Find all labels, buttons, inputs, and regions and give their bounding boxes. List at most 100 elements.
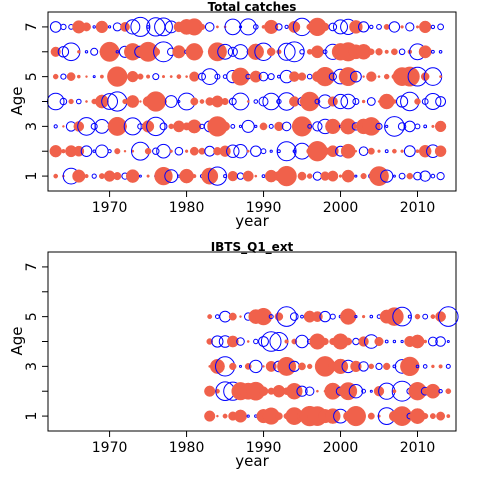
residual-bubble-positive [299,91,320,112]
residual-bubble-positive [418,45,432,59]
residual-bubble-positive [262,365,265,368]
residual-bubble-positive [246,149,250,153]
residual-bubble-positive [339,382,358,401]
residual-bubble-positive [358,336,369,347]
residual-bubble-positive [154,166,173,186]
residual-bubble-negative [419,170,431,182]
residual-bubble-negative [260,331,282,352]
residual-bubble-negative [146,116,166,137]
y-axis: 1 3 5 7 [24,22,49,181]
residual-bubble-positive [189,71,200,82]
residual-bubble-positive [289,71,300,82]
residual-bubble-negative [403,145,416,158]
residual-bubble-positive [189,146,199,156]
residual-bubble-positive [400,25,404,29]
residual-bubble-negative [276,141,297,162]
residual-bubble-negative [446,340,450,343]
residual-bubble-positive [222,413,228,419]
residual-bubble-negative [253,338,259,345]
residual-bubble-negative [299,49,305,55]
residual-bubble-negative [253,99,259,104]
residual-bubble-positive [254,307,273,326]
residual-bubble-positive [284,339,289,344]
residual-bubble-negative [90,47,99,56]
residual-bubble-positive [185,75,188,78]
residual-bubble-negative [123,117,142,136]
residual-bubble-negative [405,22,415,32]
residual-bubble-positive [410,334,425,349]
residual-bubble-positive [66,72,76,81]
residual-bubble-positive [297,72,307,81]
residual-bubble-negative [385,124,389,129]
residual-bubble-positive [234,409,247,423]
residual-bubble-negative [428,336,438,347]
residual-bubble-positive [429,413,436,420]
residual-bubble-positive [392,389,397,394]
residual-bubble-positive [144,147,152,155]
residual-bubble-positive [354,149,358,153]
residual-bubble-negative [422,313,429,320]
residual-bubble-negative [328,72,337,81]
y-tick-label: 3 [24,362,40,371]
residual-bubble-negative [384,339,389,344]
residual-bubble-positive [246,340,250,343]
residual-bubble-negative [396,95,409,108]
residual-bubble-positive [168,123,174,130]
residual-bubble-positive [375,48,383,56]
residual-bubble-negative [369,24,374,30]
residual-bubble-negative [249,359,263,374]
residual-bubble-positive [211,95,224,108]
residual-bubble-negative [231,92,250,111]
residual-bubble-negative [398,48,406,56]
residual-bubble-positive [408,382,427,401]
residual-bubble-negative [268,314,274,320]
residual-bubble-negative [90,122,98,130]
residual-bubble-negative [392,339,397,344]
residual-bubble-positive [307,363,313,370]
residual-bubble-negative [232,44,249,60]
y-tick-label: 1 [24,172,40,181]
x-tick-label: 1990 [246,200,282,216]
residual-bubble-negative [239,364,242,368]
residual-bubble-negative [226,144,240,158]
residual-bubble-negative [369,314,374,319]
residual-bubble-positive [423,339,428,344]
panel-ibts-q1-ext: IBTS_Q1_ext 1970 1980 1990 2000 2010 1 3 5 7 ye… [8,240,459,470]
residual-bubble-positive [422,413,429,420]
residual-bubble-negative [46,92,65,111]
residual-bubble-negative [277,42,296,61]
residual-bubble-positive [146,74,151,79]
residual-bubble-negative [204,145,216,157]
y-axis-label: Age [8,86,26,115]
residual-bubble-negative [366,97,376,106]
residual-bubble-positive [298,362,306,371]
residual-bubble-positive [418,144,432,158]
residual-bubble-negative [413,171,422,181]
residual-bubble-negative [332,93,349,110]
residual-bubble-positive [425,383,441,399]
residual-bubble-positive [419,20,432,34]
residual-bubble-negative [49,21,62,33]
residual-bubble-negative [358,361,369,372]
residual-bubble-negative [258,336,269,347]
residual-bubble-negative [112,22,122,32]
residual-bubble-positive [264,19,279,34]
residual-bubble-positive [367,412,375,420]
residual-bubble-positive [247,43,264,60]
residual-bubble-negative [214,73,221,80]
residual-bubble-positive [219,145,231,157]
residual-bubble-positive [215,25,219,29]
residual-bubble-positive [192,174,197,179]
residual-bubble-negative [95,144,109,158]
x-tick-label: 2000 [323,440,359,456]
residual-bubble-positive [320,22,330,32]
residual-bubble-positive [340,308,357,325]
residual-bubble-positive [228,312,237,321]
residual-bubble-positive [362,117,381,136]
residual-bubble-negative [340,93,356,110]
residual-bubble-negative [407,314,412,319]
residual-bubble-positive [344,337,353,346]
residual-bubble-positive [338,174,343,178]
residual-bubble-negative [201,68,219,85]
residual-bubble-positive [179,168,194,184]
